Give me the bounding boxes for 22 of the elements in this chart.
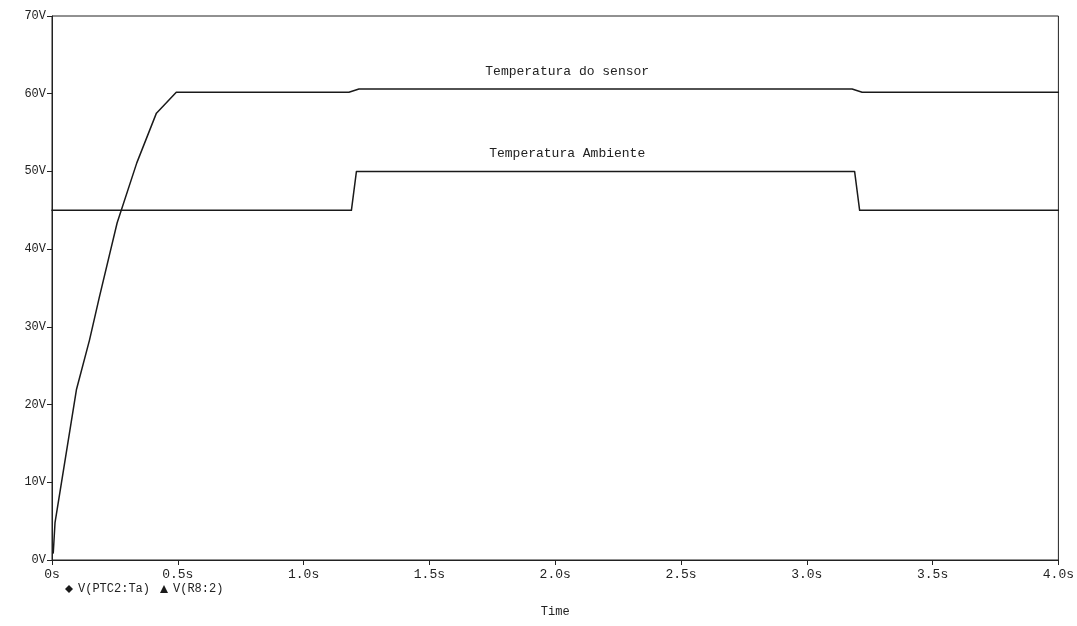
x-tick-label: 1.0s	[287, 567, 320, 582]
x-tick-label: 1.5s	[413, 567, 446, 582]
x-tick-label: 3.0s	[791, 567, 823, 582]
y-tick-label: 0V	[31, 553, 47, 567]
y-tick-label: 10V	[24, 475, 47, 490]
x-tick-label: 3.5s	[916, 567, 949, 582]
x-axis-title: Time	[540, 605, 570, 619]
y-tick-label: 30V	[24, 319, 47, 334]
annotation: Temperatura do sensor	[485, 63, 650, 79]
y-tick-label: 40V	[24, 242, 47, 257]
x-tick-label: 0s	[44, 567, 60, 582]
y-tick-label: 70V	[24, 9, 47, 23]
annotation: Temperatura Ambiente	[489, 145, 646, 161]
x-tick-label: 0.5s	[162, 567, 194, 582]
x-tick-label: 2.0s	[539, 567, 571, 582]
y-tick-label: 60V	[24, 86, 47, 101]
legend-label: V(R8:2)	[173, 582, 224, 596]
x-tick-label: 2.5s	[665, 567, 697, 582]
legend-label: V(PTC2:Ta)	[78, 582, 151, 596]
y-tick-label: 20V	[24, 397, 47, 412]
y-tick-label: 50V	[24, 164, 47, 179]
x-tick-label: 4.0s	[1042, 567, 1075, 582]
